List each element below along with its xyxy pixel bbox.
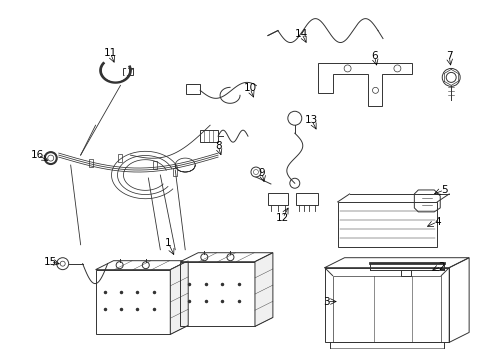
Text: 2: 2 (437, 262, 444, 272)
Bar (118, 154, 122, 162)
Text: 7: 7 (445, 51, 451, 62)
Text: 1: 1 (164, 238, 171, 248)
Text: 13: 13 (305, 115, 318, 125)
Bar (332, 276, 440, 342)
Text: 5: 5 (440, 185, 447, 195)
Text: 12: 12 (276, 213, 289, 223)
Text: 14: 14 (295, 28, 308, 39)
Text: 6: 6 (370, 51, 377, 62)
Text: 4: 4 (433, 217, 440, 227)
Bar (186, 84, 200, 94)
Bar (180, 262, 254, 327)
Bar (200, 130, 218, 142)
Bar (324, 268, 448, 342)
Bar (295, 193, 317, 205)
Bar (401, 270, 410, 276)
Bar (173, 168, 177, 176)
Text: 9: 9 (258, 168, 264, 178)
Polygon shape (170, 261, 188, 334)
Text: 3: 3 (323, 297, 329, 306)
Text: 15: 15 (44, 257, 57, 267)
Bar (153, 161, 157, 169)
Text: 16: 16 (31, 150, 44, 160)
Polygon shape (95, 261, 188, 270)
Bar (88, 159, 92, 167)
Bar (95, 270, 170, 334)
Text: 10: 10 (243, 84, 256, 93)
Polygon shape (180, 253, 272, 262)
Text: 8: 8 (214, 141, 221, 151)
Bar (267, 193, 287, 205)
Polygon shape (254, 253, 272, 327)
Bar (123, 68, 133, 75)
Bar (337, 202, 436, 247)
Text: 11: 11 (103, 49, 117, 58)
